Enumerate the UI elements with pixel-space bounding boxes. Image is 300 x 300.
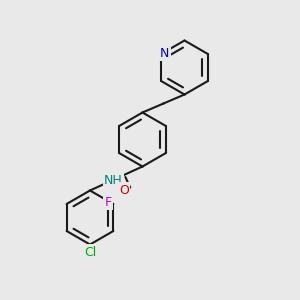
Text: O: O — [119, 184, 129, 196]
Text: F: F — [104, 196, 112, 209]
Text: NH: NH — [104, 174, 123, 187]
Text: Cl: Cl — [84, 245, 96, 259]
Text: N: N — [160, 46, 169, 60]
